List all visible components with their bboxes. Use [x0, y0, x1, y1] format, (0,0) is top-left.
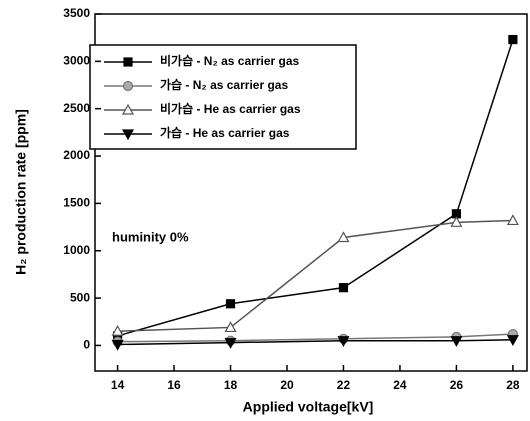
marker — [338, 283, 349, 293]
marker — [111, 339, 124, 351]
y-tick-label: 1000 — [63, 243, 90, 257]
marker — [450, 216, 463, 227]
y-tick-label: 3000 — [63, 54, 90, 68]
marker — [111, 324, 124, 336]
marker — [506, 335, 519, 346]
marker — [508, 34, 518, 45]
y-tick-label: 1500 — [63, 196, 90, 210]
marker — [123, 57, 133, 67]
x-tick-label: 16 — [167, 378, 181, 392]
y-tick-label: 3500 — [63, 6, 90, 20]
y-tick-label: 2000 — [63, 148, 90, 162]
y-tick-label: 0 — [83, 338, 90, 352]
x-tick-label: 20 — [280, 378, 294, 392]
y-axis-label: H₂ production rate [ppm] — [13, 109, 29, 275]
x-tick-label: 18 — [224, 378, 238, 392]
x-tick-label: 26 — [450, 378, 464, 392]
x-tick-label: 24 — [393, 378, 407, 392]
marker — [224, 321, 237, 333]
legend-label: 비가습 - N₂ as carrier gas — [160, 53, 300, 68]
marker — [506, 214, 519, 226]
marker — [225, 299, 236, 309]
x-tick-label: 28 — [506, 378, 520, 392]
marker — [224, 337, 237, 349]
y-tick-label: 2500 — [63, 101, 90, 115]
plot-frame — [94, 13, 528, 372]
marker — [450, 336, 463, 347]
legend-label: 가습 - He as carrier gas — [160, 125, 290, 140]
marker — [337, 231, 350, 243]
x-axis-label: Applied voltage[kV] — [243, 399, 374, 415]
marker — [122, 80, 134, 92]
x-tick-label: 22 — [337, 378, 351, 392]
legend-label: 가습 - N₂ as carrier gas — [160, 77, 288, 92]
y-tick-label: 500 — [70, 290, 90, 304]
marker — [121, 103, 135, 115]
marker — [337, 336, 350, 347]
legend-label: 비가습 - He as carrier gas — [160, 101, 301, 116]
x-tick-label: 14 — [111, 378, 125, 392]
annotation: huminity 0% — [112, 229, 189, 244]
marker — [121, 129, 135, 141]
